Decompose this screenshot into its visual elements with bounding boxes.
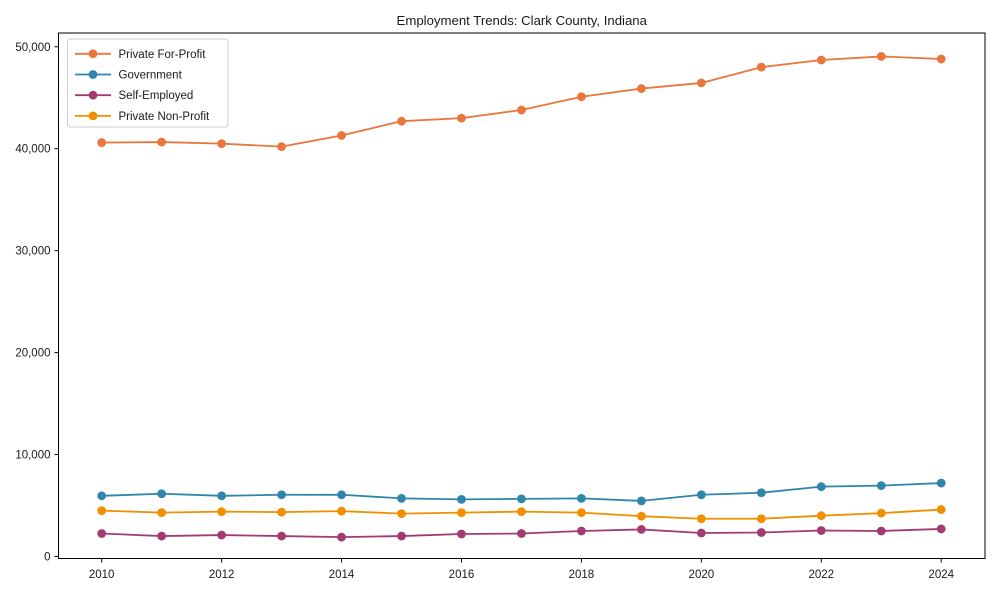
data-point-marker-self-employed	[217, 530, 227, 540]
data-point-marker-government	[816, 482, 826, 492]
data-point-marker-private-non-profit	[157, 508, 167, 518]
data-point-marker-self-employed	[577, 526, 586, 536]
plot-area-border	[58, 32, 986, 559]
data-point-marker-government	[756, 488, 766, 498]
data-point-marker-government	[936, 478, 946, 488]
x-axis-tick-label: 2024	[928, 569, 954, 581]
data-point-marker-private-for-profit	[157, 137, 167, 147]
data-point-marker-private-for-profit	[876, 52, 886, 61]
legend-marker-government	[88, 70, 98, 79]
data-point-marker-private-non-profit	[936, 505, 946, 514]
data-point-marker-government	[157, 489, 167, 499]
data-point-marker-government	[397, 493, 406, 503]
data-point-marker-private-non-profit	[876, 508, 886, 518]
data-point-marker-private-non-profit	[217, 507, 227, 517]
data-point-marker-self-employed	[816, 526, 826, 535]
legend-label-private-for-profit: Private For-Profit	[119, 49, 207, 61]
data-point-marker-private-for-profit	[756, 62, 766, 72]
data-point-marker-government	[517, 494, 526, 504]
x-axis-tick-label: 2018	[569, 569, 595, 581]
data-point-marker-private-non-profit	[277, 507, 286, 517]
data-point-marker-private-for-profit	[217, 139, 227, 149]
legend-marker-private-for-profit	[88, 49, 98, 59]
data-point-marker-self-employed	[457, 529, 466, 539]
data-point-marker-private-for-profit	[97, 138, 107, 147]
x-axis-tick-label: 2016	[449, 569, 475, 581]
legend-marker-private-non-profit	[88, 111, 98, 121]
legend-label-private-non-profit: Private Non-Profit	[119, 111, 211, 123]
y-axis-tick-label: 30,000	[15, 246, 50, 258]
data-point-marker-private-non-profit	[517, 507, 526, 517]
data-point-marker-private-for-profit	[636, 84, 646, 93]
y-axis-tick-label: 20,000	[15, 348, 50, 360]
x-axis-tick-label: 2022	[808, 569, 834, 581]
data-point-marker-private-non-profit	[337, 506, 346, 516]
chart-title: Employment Trends: Clark County, Indiana	[397, 13, 648, 28]
data-point-marker-private-non-profit	[457, 508, 466, 518]
data-point-marker-government	[457, 494, 466, 504]
data-point-marker-government	[636, 496, 646, 506]
data-point-marker-private-for-profit	[277, 142, 286, 152]
x-axis-tick-label: 2014	[329, 569, 355, 581]
x-axis-tick-label: 2012	[209, 569, 235, 581]
legend-label-government: Government	[119, 70, 183, 82]
data-point-marker-private-for-profit	[577, 92, 586, 102]
data-point-marker-self-employed	[277, 531, 286, 541]
data-point-marker-private-for-profit	[517, 105, 526, 115]
data-point-marker-government	[876, 481, 886, 491]
data-point-marker-private-for-profit	[337, 131, 346, 140]
data-point-marker-private-non-profit	[636, 511, 646, 521]
data-point-marker-private-for-profit	[397, 116, 406, 126]
data-point-marker-self-employed	[636, 525, 646, 534]
data-point-marker-self-employed	[157, 531, 167, 541]
data-point-marker-private-non-profit	[97, 506, 107, 515]
legend-marker-self-employed	[88, 90, 98, 100]
data-point-marker-private-for-profit	[696, 78, 706, 88]
data-point-marker-self-employed	[936, 524, 946, 534]
data-point-marker-self-employed	[756, 528, 766, 537]
data-point-marker-private-non-profit	[756, 514, 766, 524]
data-point-marker-self-employed	[517, 529, 526, 538]
data-point-marker-government	[696, 490, 706, 500]
y-axis-tick-label: 50,000	[15, 42, 50, 54]
data-point-marker-self-employed	[696, 528, 706, 538]
data-point-marker-government	[277, 490, 286, 500]
data-point-marker-government	[577, 493, 586, 503]
legend-label-self-employed: Self-Employed	[119, 90, 194, 102]
data-point-marker-government	[97, 491, 107, 501]
x-axis-tick-label: 2020	[689, 569, 715, 581]
data-point-marker-government	[337, 490, 346, 500]
data-point-marker-self-employed	[337, 532, 346, 542]
y-axis-tick-label: 40,000	[15, 144, 50, 156]
data-point-marker-self-employed	[397, 531, 406, 541]
data-point-marker-private-non-profit	[696, 514, 706, 524]
data-point-marker-self-employed	[97, 529, 107, 538]
data-point-marker-private-for-profit	[816, 55, 826, 65]
y-axis-tick-label: 0	[44, 551, 50, 563]
data-point-marker-private-non-profit	[397, 509, 406, 519]
x-axis-tick-label: 2010	[89, 569, 115, 581]
data-point-marker-self-employed	[876, 526, 886, 536]
data-point-marker-private-for-profit	[936, 54, 946, 64]
data-point-marker-government	[217, 491, 227, 501]
legend-box	[67, 38, 229, 128]
data-point-marker-private-non-profit	[577, 508, 586, 518]
data-point-marker-private-non-profit	[816, 511, 826, 521]
data-point-marker-private-for-profit	[457, 113, 466, 123]
y-axis-tick-label: 10,000	[15, 450, 50, 462]
